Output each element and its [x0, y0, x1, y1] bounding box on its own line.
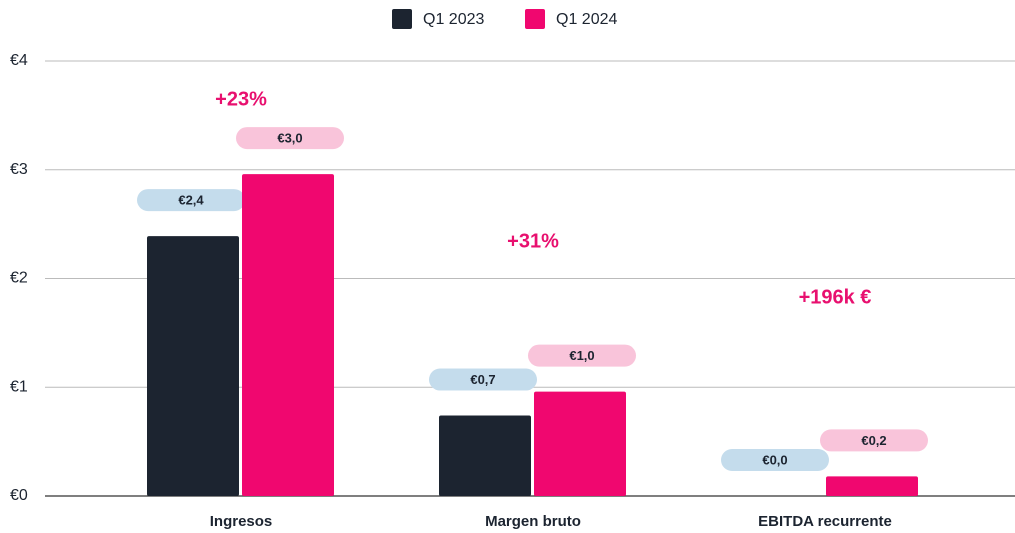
value-label: €2,4: [178, 193, 204, 208]
x-tick-label: Ingresos: [210, 513, 273, 530]
annotation: +31%: [507, 230, 559, 252]
bar: [147, 236, 239, 496]
legend-swatch: [525, 9, 545, 29]
y-tick-label: €0: [10, 487, 28, 504]
bar: [242, 174, 334, 496]
y-tick-label: €1: [10, 378, 28, 395]
bar: [534, 391, 626, 496]
value-label: €0,7: [470, 372, 495, 387]
value-label-pill: [820, 429, 928, 452]
value-label-pill: [528, 344, 636, 367]
x-tick-label: EBITDA recurrente: [758, 513, 892, 530]
annotation: +23%: [215, 88, 267, 110]
legend-swatch: [392, 9, 412, 29]
value-label: €3,0: [277, 131, 302, 146]
legend-label: Q1 2023: [423, 11, 484, 28]
annotation: +196k €: [799, 286, 872, 308]
bar: [439, 415, 531, 496]
x-tick-label: Margen bruto: [485, 513, 581, 530]
value-label-pill: [721, 449, 829, 471]
value-label: €0,2: [861, 433, 886, 448]
value-label-pill: [236, 127, 344, 150]
value-label-pill: [137, 189, 245, 212]
bar: [826, 476, 918, 496]
value-label-pill: [429, 368, 537, 391]
y-tick-label: €2: [10, 270, 28, 287]
value-label: €1,0: [569, 348, 594, 363]
value-label: €0,0: [762, 452, 787, 467]
y-tick-label: €4: [10, 52, 28, 69]
legend-label: Q1 2024: [556, 11, 617, 28]
y-tick-label: €3: [10, 161, 28, 178]
